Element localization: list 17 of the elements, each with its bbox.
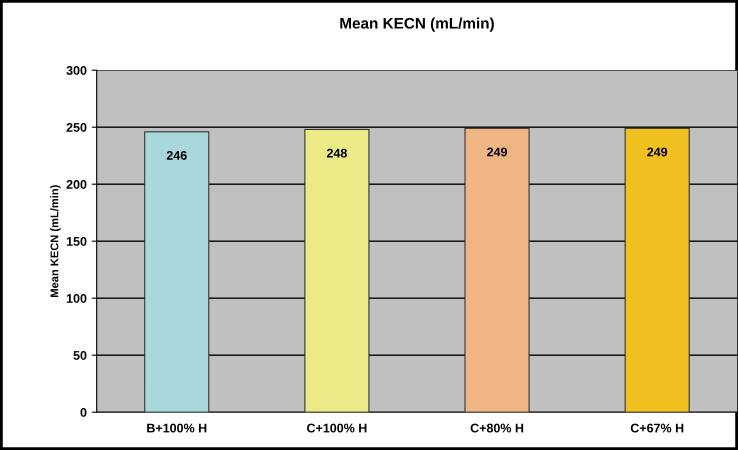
x-tick-label: C+100% H	[307, 424, 366, 432]
chart-title: Mean KECN (mL/min)	[340, 17, 494, 32]
y-axis-title: Mean KECN (mL/min)	[50, 185, 61, 297]
data-label: 246	[166, 150, 187, 160]
x-tick-label: C+67% H	[630, 424, 684, 432]
y-tick-label: 300	[66, 66, 86, 75]
data-label: 248	[326, 148, 347, 158]
y-tick-label: 0	[80, 408, 86, 417]
y-tick-label: 250	[66, 123, 86, 132]
y-tick-label: 100	[66, 294, 86, 303]
y-tick-label: 50	[73, 351, 86, 360]
x-tick-label: C+80% H	[470, 424, 524, 432]
data-label: 249	[487, 148, 508, 156]
y-tick-label: 150	[66, 237, 86, 246]
y-tick-label: 200	[66, 180, 86, 189]
data-label: 249	[647, 148, 668, 156]
x-tick-label: B+100% H	[147, 424, 206, 432]
